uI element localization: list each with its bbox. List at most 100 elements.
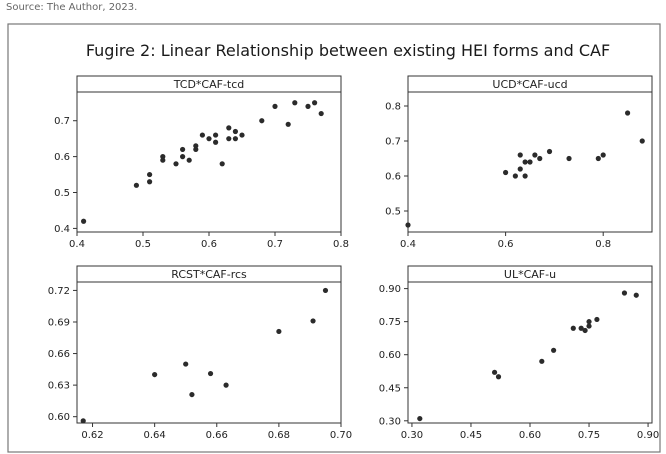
- data-point: [539, 358, 545, 364]
- data-point: [546, 148, 553, 155]
- data-point: [633, 292, 639, 298]
- data-point: [292, 100, 298, 106]
- panels: TCD*CAF-tcd 0.4 0.5 0.6 0.7 0.8 0.4 0.5 0.6 0.7 UC…: [48, 75, 659, 441]
- x-tick-label: 0.4: [69, 239, 85, 250]
- data-point: [160, 154, 166, 160]
- data-point: [512, 173, 518, 179]
- data-point: [639, 138, 645, 144]
- data-point: [322, 287, 329, 294]
- x-tick-label: 0.45: [460, 430, 482, 441]
- panel-title-rcst: RCST*CAF-rcs: [171, 268, 247, 281]
- data-point: [239, 132, 245, 138]
- data-point: [586, 319, 592, 325]
- data-point: [310, 318, 316, 324]
- x-tick-label: 0.6: [201, 239, 217, 250]
- y-tick-label: 0.6: [385, 172, 401, 183]
- y-tick-label: 0.60: [48, 412, 70, 423]
- panel-tcd: TCD*CAF-tcd 0.4 0.5 0.6 0.7 0.8 0.4 0.5 0.6 0.7: [54, 75, 349, 250]
- figure-title: Fugire 2: Linear Relationship between ex…: [86, 41, 610, 60]
- data-point: [495, 374, 502, 380]
- data-point: [213, 139, 219, 145]
- y-tick-label: 0.5: [54, 188, 70, 199]
- data-point: [537, 155, 543, 162]
- data-point: [405, 222, 411, 228]
- data-point: [305, 103, 311, 109]
- x-tick-label: 0.66: [206, 430, 228, 441]
- panel-frame: [76, 265, 342, 424]
- panel-frame: [407, 75, 653, 233]
- data-point: [226, 136, 232, 142]
- data-point: [491, 369, 498, 375]
- data-point: [219, 161, 225, 167]
- data-point: [180, 146, 186, 153]
- panel-frame: [76, 75, 342, 233]
- panel-frame: [407, 265, 653, 424]
- data-point: [566, 155, 572, 162]
- panel-rcst: RCST*CAF-rcs 0.62 0.64 0.66 0.68 0.70 0.60 0.63…: [48, 265, 352, 441]
- data-point: [186, 157, 192, 163]
- data-point: [173, 161, 179, 167]
- x-tick-label: 0.70: [330, 430, 352, 441]
- y-tick-label: 0.63: [48, 381, 70, 392]
- x-tick-label: 0.8: [333, 239, 349, 250]
- data-point: [312, 100, 318, 106]
- top-caption-text: Source: The Author, 2023.: [6, 2, 137, 13]
- data-point: [232, 128, 238, 135]
- data-point: [80, 418, 86, 424]
- panel-ul: UL*CAF-u 0.30 0.45 0.60 0.75 0.90 0.30 0.45 0.60…: [379, 265, 659, 441]
- y-tick-label: 0.69: [48, 317, 70, 328]
- data-point: [417, 415, 423, 422]
- data-point: [586, 323, 592, 329]
- y-tick-label: 0.60: [379, 350, 401, 361]
- data-point: [527, 159, 533, 165]
- panel-title-ul: UL*CAF-u: [504, 268, 556, 281]
- data-point: [517, 166, 523, 172]
- y-tick-label: 0.7: [54, 116, 70, 127]
- x-tick-label: 0.5: [135, 239, 151, 250]
- panel-title-tcd: TCD*CAF-tcd: [173, 78, 245, 91]
- data-point: [223, 382, 229, 388]
- y-tick-label: 0.66: [48, 349, 70, 360]
- data-point: [522, 173, 528, 179]
- data-point: [193, 146, 199, 153]
- data-point: [272, 103, 278, 109]
- data-point: [517, 152, 523, 158]
- data-point: [147, 179, 153, 185]
- data-point: [503, 169, 509, 176]
- y-tick-label: 0.30: [379, 416, 401, 427]
- data-point: [582, 327, 588, 334]
- y-tick-label: 0.4: [54, 224, 70, 235]
- data-point: [180, 154, 186, 160]
- x-tick-label: 0.6: [498, 239, 514, 250]
- x-tick-label: 0.90: [637, 430, 659, 441]
- data-point: [207, 370, 214, 377]
- data-point: [160, 157, 166, 163]
- data-point: [81, 218, 87, 224]
- y-tick-label: 0.5: [385, 207, 401, 218]
- panel-title-ucd: UCD*CAF-ucd: [492, 78, 567, 91]
- data-point: [285, 121, 291, 127]
- data-point: [594, 316, 600, 323]
- data-point: [133, 182, 139, 188]
- data-point: [621, 290, 628, 296]
- x-tick-label: 0.60: [519, 430, 541, 441]
- y-tick-label: 0.75: [379, 317, 401, 328]
- data-point: [600, 152, 606, 158]
- y-tick-label: 0.7: [385, 137, 401, 148]
- data-point: [570, 325, 576, 331]
- y-tick-label: 0.45: [379, 383, 401, 394]
- data-point: [276, 328, 282, 335]
- data-point: [232, 136, 238, 142]
- data-point: [189, 391, 195, 398]
- data-point: [532, 152, 538, 158]
- y-tick-label: 0.6: [54, 152, 70, 163]
- data-point: [183, 361, 189, 367]
- y-tick-label: 0.90: [379, 284, 401, 295]
- data-point: [193, 143, 199, 149]
- x-tick-label: 0.30: [401, 430, 423, 441]
- data-point: [259, 118, 265, 124]
- data-point: [625, 110, 631, 116]
- data-point: [199, 132, 205, 138]
- x-tick-label: 0.75: [578, 430, 600, 441]
